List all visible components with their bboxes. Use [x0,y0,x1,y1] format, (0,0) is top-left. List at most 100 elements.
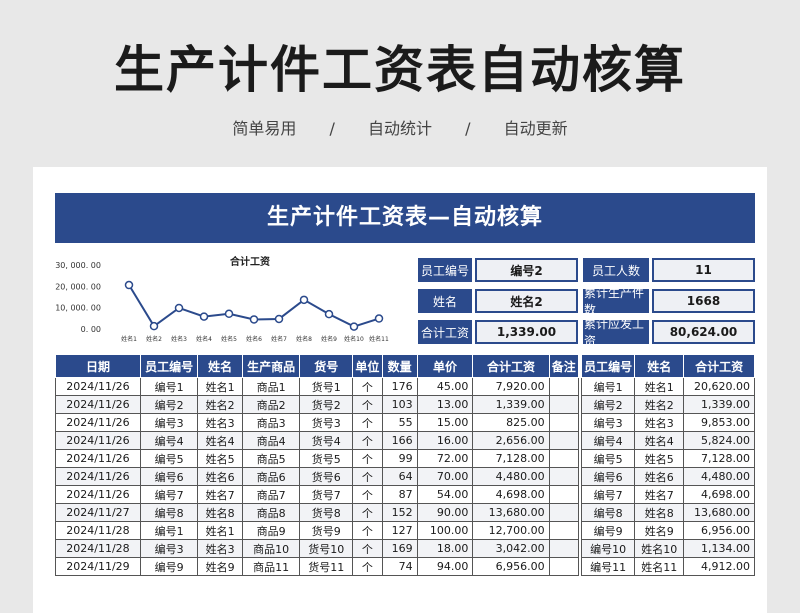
cell-product[interactable]: 商品10 [241,539,301,558]
cell-sku[interactable]: 货号10 [299,539,354,558]
table-row[interactable]: 编号2 姓名2 1,339.00 [580,395,755,414]
cell-emp-no[interactable]: 编号6 [139,467,199,486]
cell-product[interactable]: 商品3 [241,413,301,432]
cell-qty[interactable]: 169 [381,539,418,558]
cell-name[interactable]: 姓名2 [197,395,243,414]
cell-price[interactable]: 54.00 [416,485,474,504]
column-header-note[interactable]: 备注 [548,354,580,378]
cell-price[interactable]: 45.00 [416,377,474,396]
cell-name[interactable]: 姓名7 [634,485,685,504]
column-header-wage[interactable]: 合计工资 [683,354,755,378]
cell-name[interactable]: 姓名11 [634,557,685,576]
table-row[interactable]: 2024/11/26 编号6 姓名6 商品6 货号6 个 64 70.00 4,480.00 [55,467,580,486]
cell-emp-no[interactable]: 编号1 [580,377,636,396]
cell-emp-no[interactable]: 编号2 [139,395,199,414]
cell-emp-no[interactable]: 编号9 [139,557,199,576]
cell-qty[interactable]: 74 [381,557,418,576]
cell-emp-no[interactable]: 编号2 [580,395,636,414]
cell-wage[interactable]: 7,920.00 [472,377,550,396]
column-header-sku[interactable]: 货号 [299,354,354,378]
cell-wage[interactable]: 13,680.00 [683,503,755,522]
cell-note[interactable] [548,431,580,450]
cell-name[interactable]: 姓名5 [197,449,243,468]
cell-unit[interactable]: 个 [352,431,383,450]
cell-date[interactable]: 2024/11/26 [55,431,141,450]
column-header-qty[interactable]: 数量 [381,354,418,378]
cell-sku[interactable]: 货号1 [299,377,354,396]
column-header-price[interactable]: 单价 [416,354,474,378]
cell-note[interactable] [548,521,580,540]
cell-name[interactable]: 姓名9 [197,557,243,576]
cell-wage[interactable]: 4,912.00 [683,557,755,576]
cell-wage[interactable]: 825.00 [472,413,550,432]
cell-date[interactable]: 2024/11/26 [55,377,141,396]
cell-price[interactable]: 90.00 [416,503,474,522]
cell-note[interactable] [548,485,580,504]
cell-date[interactable]: 2024/11/26 [55,467,141,486]
cell-emp-no[interactable]: 编号5 [139,449,199,468]
cell-name[interactable]: 姓名2 [634,395,685,414]
cell-price[interactable]: 16.00 [416,431,474,450]
cell-wage[interactable]: 4,480.00 [683,467,755,486]
cell-wage[interactable]: 3,042.00 [472,539,550,558]
cell-name[interactable]: 姓名3 [197,413,243,432]
cell-emp-no[interactable]: 编号3 [580,413,636,432]
cell-qty[interactable]: 64 [381,467,418,486]
cell-date[interactable]: 2024/11/26 [55,395,141,414]
cell-sku[interactable]: 货号3 [299,413,354,432]
cell-name[interactable]: 姓名3 [634,413,685,432]
table-row[interactable]: 编号9 姓名9 6,956.00 [580,521,755,540]
cell-name[interactable]: 姓名4 [634,431,685,450]
cell-wage[interactable]: 1,134.00 [683,539,755,558]
cell-wage[interactable]: 1,339.00 [683,395,755,414]
cell-name[interactable]: 姓名3 [197,539,243,558]
column-header-emp-no[interactable]: 员工编号 [139,354,199,378]
cell-name[interactable]: 姓名1 [634,377,685,396]
cell-emp-no[interactable]: 编号10 [580,539,636,558]
cell-note[interactable] [548,557,580,576]
cell-qty[interactable]: 87 [381,485,418,504]
cell-emp-no[interactable]: 编号5 [580,449,636,468]
cell-name[interactable]: 姓名5 [634,449,685,468]
cell-emp-no[interactable]: 编号6 [580,467,636,486]
cell-name[interactable]: 姓名8 [634,503,685,522]
cell-product[interactable]: 商品1 [241,377,301,396]
cell-name[interactable]: 姓名6 [197,467,243,486]
column-header-unit[interactable]: 单位 [352,354,383,378]
cell-price[interactable]: 18.00 [416,539,474,558]
cell-qty[interactable]: 166 [381,431,418,450]
cell-emp-no[interactable]: 编号1 [139,377,199,396]
cell-name[interactable]: 姓名6 [634,467,685,486]
cell-wage[interactable]: 6,956.00 [472,557,550,576]
cell-emp-no[interactable]: 编号8 [580,503,636,522]
cell-name[interactable]: 姓名1 [197,521,243,540]
column-header-name[interactable]: 姓名 [197,354,243,378]
cell-note[interactable] [548,413,580,432]
column-header-product[interactable]: 生产商品 [241,354,301,378]
cell-name[interactable]: 姓名9 [634,521,685,540]
cell-unit[interactable]: 个 [352,539,383,558]
cell-emp-no[interactable]: 编号3 [139,413,199,432]
cell-qty[interactable]: 55 [381,413,418,432]
table-row[interactable]: 编号7 姓名7 4,698.00 [580,485,755,504]
table-row[interactable]: 2024/11/26 编号5 姓名5 商品5 货号5 个 99 72.00 7,128.00 [55,449,580,468]
cell-name[interactable]: 姓名8 [197,503,243,522]
cell-price[interactable]: 70.00 [416,467,474,486]
cell-unit[interactable]: 个 [352,503,383,522]
table-row[interactable]: 编号3 姓名3 9,853.00 [580,413,755,432]
cell-sku[interactable]: 货号5 [299,449,354,468]
cell-emp-no[interactable]: 编号3 [139,539,199,558]
cell-product[interactable]: 商品9 [241,521,301,540]
cell-qty[interactable]: 152 [381,503,418,522]
cell-emp-no[interactable]: 编号4 [139,431,199,450]
cell-unit[interactable]: 个 [352,467,383,486]
column-header-date[interactable]: 日期 [55,354,141,378]
table-row[interactable]: 编号4 姓名4 5,824.00 [580,431,755,450]
cell-note[interactable] [548,395,580,414]
cell-price[interactable]: 94.00 [416,557,474,576]
table-row[interactable]: 2024/11/26 编号2 姓名2 商品2 货号2 个 103 13.00 1,339.00 [55,395,580,414]
table-row[interactable]: 2024/11/26 编号7 姓名7 商品7 货号7 个 87 54.00 4,698.00 [55,485,580,504]
table-row[interactable]: 2024/11/29 编号9 姓名9 商品11 货号11 个 74 94.00 6,956.00 [55,557,580,576]
cell-sku[interactable]: 货号2 [299,395,354,414]
cell-unit[interactable]: 个 [352,485,383,504]
